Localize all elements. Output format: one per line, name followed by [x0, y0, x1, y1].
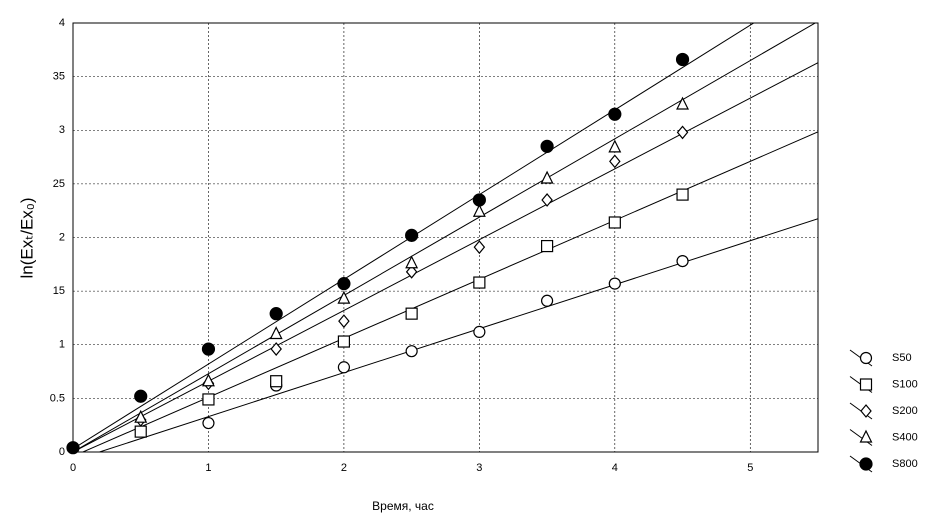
data-point	[473, 276, 486, 289]
data-point	[405, 228, 419, 242]
data-point	[269, 307, 283, 321]
legend-marker	[859, 351, 873, 365]
fit-lines	[73, 23, 818, 452]
data-point	[405, 264, 418, 279]
legend-marker	[859, 378, 873, 391]
data-point	[202, 416, 215, 430]
legend-marker	[860, 404, 872, 418]
data-point	[540, 239, 554, 253]
y-tick-label: 4	[59, 17, 65, 29]
data-point	[473, 240, 486, 255]
fit-line	[97, 218, 818, 452]
data-point	[201, 373, 215, 387]
data-point	[608, 277, 621, 290]
y-tick-label: 25	[53, 178, 65, 190]
data-point	[405, 255, 419, 269]
y-tick-label: 2	[59, 231, 65, 243]
x-tick-label: 2	[341, 462, 347, 474]
data-point	[270, 342, 282, 356]
data-point	[269, 326, 283, 340]
y-axis-title: ln(Exₜ/Ex₀)	[17, 197, 36, 278]
legend-label: S800	[892, 458, 918, 470]
y-tick-label: 35	[53, 71, 65, 83]
x-tick-label: 4	[612, 462, 618, 474]
data-point	[134, 389, 148, 403]
data-point	[405, 345, 418, 358]
x-axis-title: Время, час	[372, 499, 434, 513]
x-tick-label: 3	[476, 462, 482, 474]
y-tick-label: 15	[53, 285, 65, 297]
data-point	[608, 107, 622, 121]
legend-label: S100	[892, 378, 918, 390]
data-point	[337, 290, 351, 304]
data-point	[337, 277, 351, 291]
data-point	[337, 361, 351, 374]
data-point	[405, 307, 418, 320]
legend-label: S200	[892, 405, 918, 417]
data-point	[608, 216, 621, 229]
data-point	[134, 409, 148, 423]
data-point	[540, 139, 554, 153]
y-tick-label: 3	[59, 124, 65, 136]
legend-label: S50	[892, 352, 912, 364]
data-point	[473, 325, 486, 338]
data-point	[675, 52, 690, 67]
data-point	[676, 125, 689, 140]
x-tick-label: 5	[747, 462, 753, 474]
data-point	[608, 139, 622, 153]
data-point	[609, 154, 621, 169]
data-point	[540, 170, 554, 184]
data-point	[676, 188, 689, 201]
fit-line	[73, 23, 755, 450]
y-tick-label: 0.5	[50, 392, 65, 404]
fit-line	[73, 23, 817, 452]
data-point	[270, 375, 283, 388]
data-point	[201, 342, 216, 356]
data-point	[338, 314, 350, 329]
data-point	[66, 441, 80, 455]
y-tick-label: 0	[59, 446, 65, 458]
data-point	[540, 294, 554, 307]
data-point	[676, 254, 689, 268]
legend-line	[849, 429, 873, 446]
data-point	[541, 193, 553, 207]
data-point	[202, 393, 215, 406]
data-point	[337, 335, 351, 348]
data-point	[676, 96, 690, 110]
legend-label: S400	[892, 431, 918, 443]
legend-marker	[859, 457, 873, 471]
fit-line	[73, 62, 818, 452]
data-point	[472, 203, 486, 217]
legend-marker	[859, 429, 873, 443]
data-point	[134, 425, 147, 438]
x-tick-label: 1	[205, 462, 211, 474]
y-tick-label: 1	[59, 339, 65, 351]
fit-line	[81, 131, 818, 452]
x-tick-label: 0	[70, 462, 76, 474]
data-point	[472, 193, 486, 207]
